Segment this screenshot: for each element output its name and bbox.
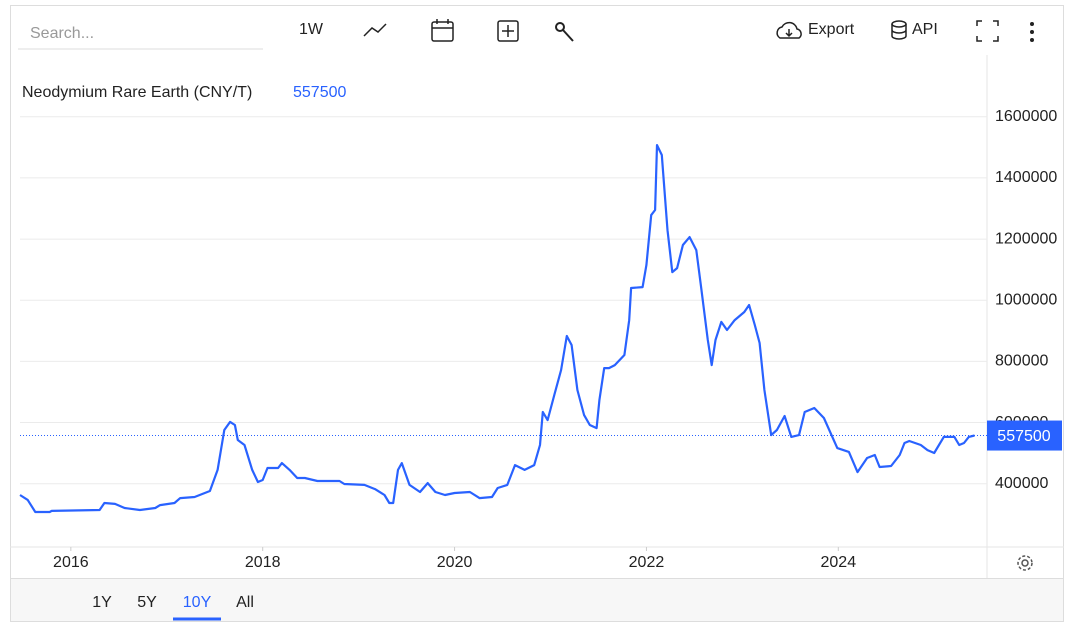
- frame: [10, 5, 1064, 622]
- fullscreen-button[interactable]: [976, 20, 999, 42]
- settings-button[interactable]: [1017, 555, 1033, 571]
- range-button[interactable]: All: [236, 594, 254, 611]
- calendar-button[interactable]: [431, 19, 454, 42]
- y-tick-label: 1000000: [995, 291, 1057, 308]
- x-tick-label: 2024: [821, 554, 857, 571]
- export-button[interactable]: Export: [776, 21, 855, 39]
- api-button[interactable]: API: [891, 20, 938, 40]
- y-tick-label: 800000: [995, 353, 1048, 370]
- search-input[interactable]: Search...: [30, 25, 94, 42]
- x-tick-label: 2020: [437, 554, 473, 571]
- menu-button[interactable]: [1030, 22, 1034, 42]
- range-button[interactable]: 1Y: [92, 594, 112, 611]
- export-label[interactable]: Export: [808, 21, 855, 38]
- range-button[interactable]: 5Y: [137, 594, 157, 611]
- chart-type-button[interactable]: [363, 23, 387, 37]
- last-value-tag: [987, 420, 1062, 451]
- tools-button[interactable]: [555, 22, 574, 42]
- x-tick-label: 2022: [629, 554, 665, 571]
- y-tick-label: 400000: [995, 475, 1048, 492]
- range-bar: [10, 578, 1064, 622]
- y-tick-label: 1200000: [995, 230, 1057, 247]
- x-tick-label: 2018: [245, 554, 281, 571]
- x-tick-label: 2016: [53, 554, 89, 571]
- chart-title: Neodymium Rare Earth (CNY/T): [22, 84, 252, 101]
- y-tick-label: 1400000: [995, 169, 1057, 186]
- range-button[interactable]: 10Y: [183, 594, 212, 611]
- last-value-tag-label: 557500: [997, 428, 1050, 445]
- api-label[interactable]: API: [912, 21, 938, 38]
- price-line: [19, 144, 975, 514]
- y-tick-label: 1600000: [995, 108, 1057, 125]
- last-value: 557500: [293, 84, 346, 101]
- compare-button[interactable]: [497, 20, 519, 42]
- interval-button[interactable]: 1W: [299, 21, 324, 38]
